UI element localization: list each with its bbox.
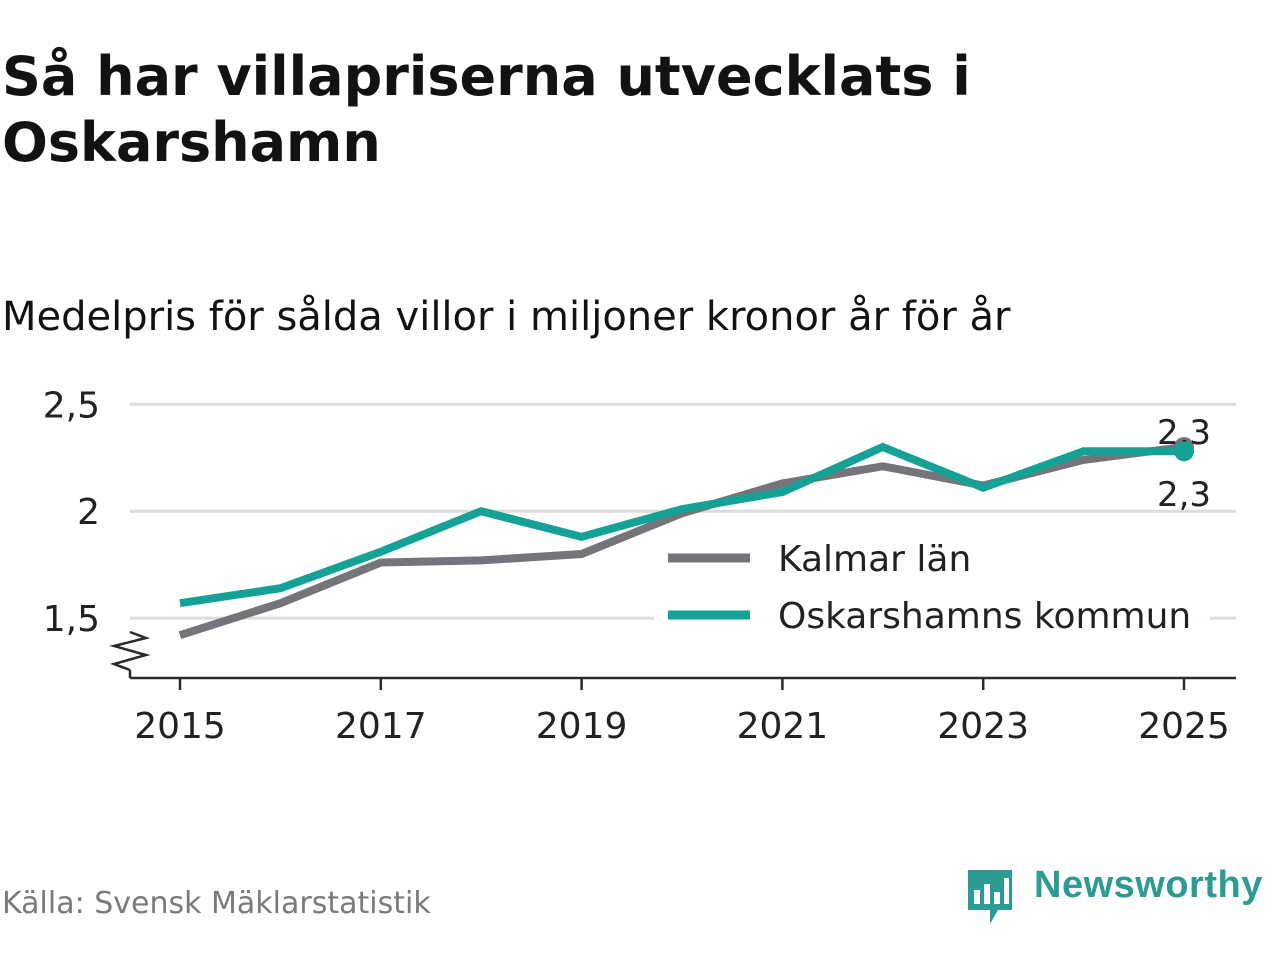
x-tick-label: 2025 xyxy=(1138,706,1230,747)
end-label-oskarshamn: 2,3 xyxy=(1157,475,1211,515)
line-chart: 1,5 2 2,5 2015 2017 2019 2021 2023 2025 Kalmar lä… xyxy=(43,385,1236,747)
chart-title: Så har villapriserna utvecklats i Oskars… xyxy=(2,45,971,174)
legend-label-oskarshamn: Oskarshamns kommun xyxy=(778,596,1191,637)
x-tick-label: 2023 xyxy=(937,706,1029,747)
y-tick-label: 1,5 xyxy=(43,599,100,640)
x-tick-label: 2021 xyxy=(737,706,829,747)
x-tick-label: 2015 xyxy=(134,706,226,747)
source-note: Källa: Svensk Mäklarstatistik xyxy=(2,886,431,921)
brand-name: Newsworthy xyxy=(1034,864,1263,906)
y-tick-label: 2,5 xyxy=(43,385,100,426)
y-tick-label: 2 xyxy=(77,492,100,533)
bar-chart-speech-bubble-icon xyxy=(968,870,1012,924)
newsworthy-logo: Newsworthy xyxy=(964,864,1280,928)
chart-subtitle: Medelpris för sålda villor i miljoner kr… xyxy=(2,294,1011,340)
series-line-oskarshamn xyxy=(179,442,1184,608)
legend-label-kalmar: Kalmar län xyxy=(778,539,971,580)
axis-break xyxy=(109,630,151,672)
x-tick-label: 2019 xyxy=(536,706,628,747)
end-point-oskarshamn xyxy=(1174,441,1194,462)
legend: Kalmar län Oskarshamns kommun xyxy=(654,525,1210,637)
x-tick-label: 2017 xyxy=(335,706,427,747)
